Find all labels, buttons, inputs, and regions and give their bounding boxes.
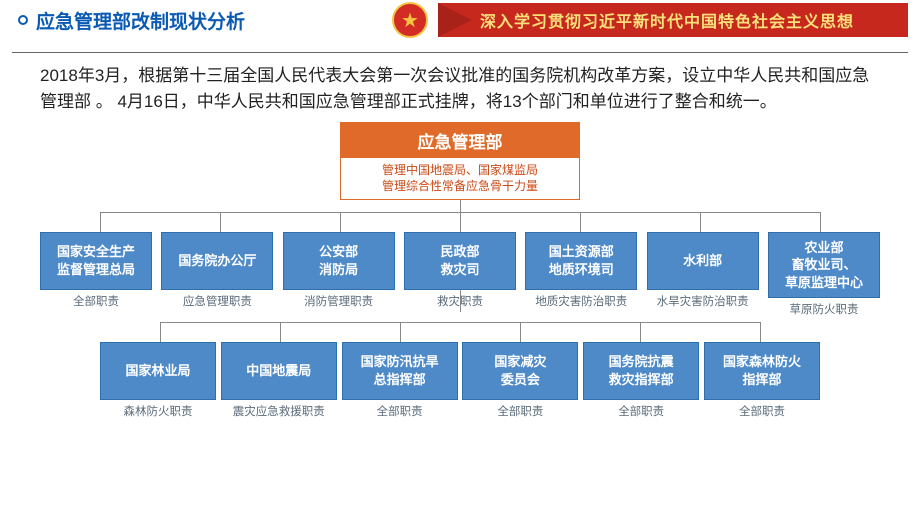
org-dept-duty: 应急管理职责 bbox=[183, 296, 252, 310]
org-dept: 国家森林防火指挥部全部职责 bbox=[704, 342, 820, 420]
org-dept-box: 农业部畜牧业司、草原监理中心 bbox=[768, 232, 880, 299]
slide-title: 应急管理部改制现状分析 bbox=[36, 7, 245, 34]
connector-line bbox=[640, 322, 641, 342]
org-dept-duty: 救灾职责 bbox=[437, 296, 483, 310]
slogan-banner: 深入学习贯彻习近平新时代中国特色社会主义思想 bbox=[438, 3, 908, 37]
org-dept: 国家减灾委员会全部职责 bbox=[462, 342, 578, 420]
org-dept-box: 公安部消防局 bbox=[283, 232, 395, 290]
connector-line bbox=[220, 212, 221, 232]
org-dept-box: 国家林业局 bbox=[100, 342, 216, 400]
org-dept-box: 国土资源部地质环境司 bbox=[525, 232, 637, 290]
connector-line bbox=[160, 322, 760, 323]
org-dept-duty: 全部职责 bbox=[618, 406, 664, 420]
org-dept: 国土资源部地质环境司地质灾害防治职责 bbox=[525, 232, 637, 318]
org-dept-box: 国务院办公厅 bbox=[161, 232, 273, 290]
org-dept: 中国地震局震灾应急救援职责 bbox=[221, 342, 337, 420]
org-dept-box: 国家森林防火指挥部 bbox=[704, 342, 820, 400]
emblem-wrap: ★ bbox=[390, 0, 430, 40]
intro-paragraph: 2018年3月，根据第十三届全国人民代表大会第一次会议批准的国务院机构改革方案，… bbox=[0, 53, 920, 122]
org-dept: 民政部救灾司救灾职责 bbox=[404, 232, 516, 318]
org-chart: 应急管理部 管理中国地震局、国家煤监局 管理综合性常备应急骨干力量 国家安全生产… bbox=[40, 122, 880, 462]
org-dept-duty: 地质灾害防治职责 bbox=[535, 296, 627, 310]
org-dept: 国务院办公厅应急管理职责 bbox=[161, 232, 273, 318]
org-row-2: 国家林业局森林防火职责中国地震局震灾应急救援职责国家防汛抗旱总指挥部全部职责国家… bbox=[40, 342, 880, 420]
org-dept-duty: 消防管理职责 bbox=[304, 296, 373, 310]
connector-line bbox=[280, 322, 281, 342]
org-row-1: 国家安全生产监督管理总局全部职责国务院办公厅应急管理职责公安部消防局消防管理职责… bbox=[40, 232, 880, 318]
connector-line bbox=[520, 322, 521, 342]
org-dept-duty: 全部职责 bbox=[739, 406, 785, 420]
org-dept-box: 国家安全生产监督管理总局 bbox=[40, 232, 152, 290]
org-dept: 水利部水旱灾害防治职责 bbox=[647, 232, 759, 318]
org-dept-duty: 水旱灾害防治职责 bbox=[657, 296, 749, 310]
slide-header: 应急管理部改制现状分析 ★ 深入学习贯彻习近平新时代中国特色社会主义思想 bbox=[0, 0, 920, 40]
org-dept-box: 中国地震局 bbox=[221, 342, 337, 400]
org-dept: 国家林业局森林防火职责 bbox=[100, 342, 216, 420]
connector-line bbox=[160, 322, 161, 342]
bullet-icon bbox=[18, 15, 28, 25]
org-dept-box: 国家防汛抗旱总指挥部 bbox=[342, 342, 458, 400]
slogan-text: 深入学习贯彻习近平新时代中国特色社会主义思想 bbox=[480, 8, 854, 32]
org-dept: 国家安全生产监督管理总局全部职责 bbox=[40, 232, 152, 318]
org-root: 应急管理部 管理中国地震局、国家煤监局 管理综合性常备应急骨干力量 bbox=[340, 122, 580, 201]
connector-line bbox=[580, 212, 581, 232]
org-root-sub1: 管理中国地震局、国家煤监局 bbox=[341, 162, 579, 179]
connector-line bbox=[700, 212, 701, 232]
org-dept: 国家防汛抗旱总指挥部全部职责 bbox=[342, 342, 458, 420]
org-dept-box: 民政部救灾司 bbox=[404, 232, 516, 290]
org-dept-box: 水利部 bbox=[647, 232, 759, 290]
org-root-title: 应急管理部 bbox=[341, 123, 579, 158]
org-dept: 公安部消防局消防管理职责 bbox=[283, 232, 395, 318]
org-dept-duty: 全部职责 bbox=[497, 406, 543, 420]
org-dept-duty: 草原防火职责 bbox=[789, 304, 858, 318]
org-dept-duty: 全部职责 bbox=[377, 406, 423, 420]
org-dept: 农业部畜牧业司、草原监理中心草原防火职责 bbox=[768, 232, 880, 318]
connector-line bbox=[340, 212, 341, 232]
org-dept-box: 国务院抗震救灾指挥部 bbox=[583, 342, 699, 400]
connector-line bbox=[400, 322, 401, 342]
org-root-sub: 管理中国地震局、国家煤监局 管理综合性常备应急骨干力量 bbox=[341, 158, 579, 200]
org-dept-duty: 全部职责 bbox=[73, 296, 119, 310]
connector-line bbox=[760, 322, 761, 342]
connector-line bbox=[820, 212, 821, 232]
national-emblem-icon: ★ bbox=[392, 2, 428, 38]
org-dept-duty: 森林防火职责 bbox=[124, 406, 193, 420]
org-root-sub2: 管理综合性常备应急骨干力量 bbox=[341, 178, 579, 195]
org-dept-box: 国家减灾委员会 bbox=[462, 342, 578, 400]
connector-line bbox=[100, 212, 101, 232]
org-dept-duty: 震灾应急救援职责 bbox=[233, 406, 325, 420]
org-dept: 国务院抗震救灾指挥部全部职责 bbox=[583, 342, 699, 420]
